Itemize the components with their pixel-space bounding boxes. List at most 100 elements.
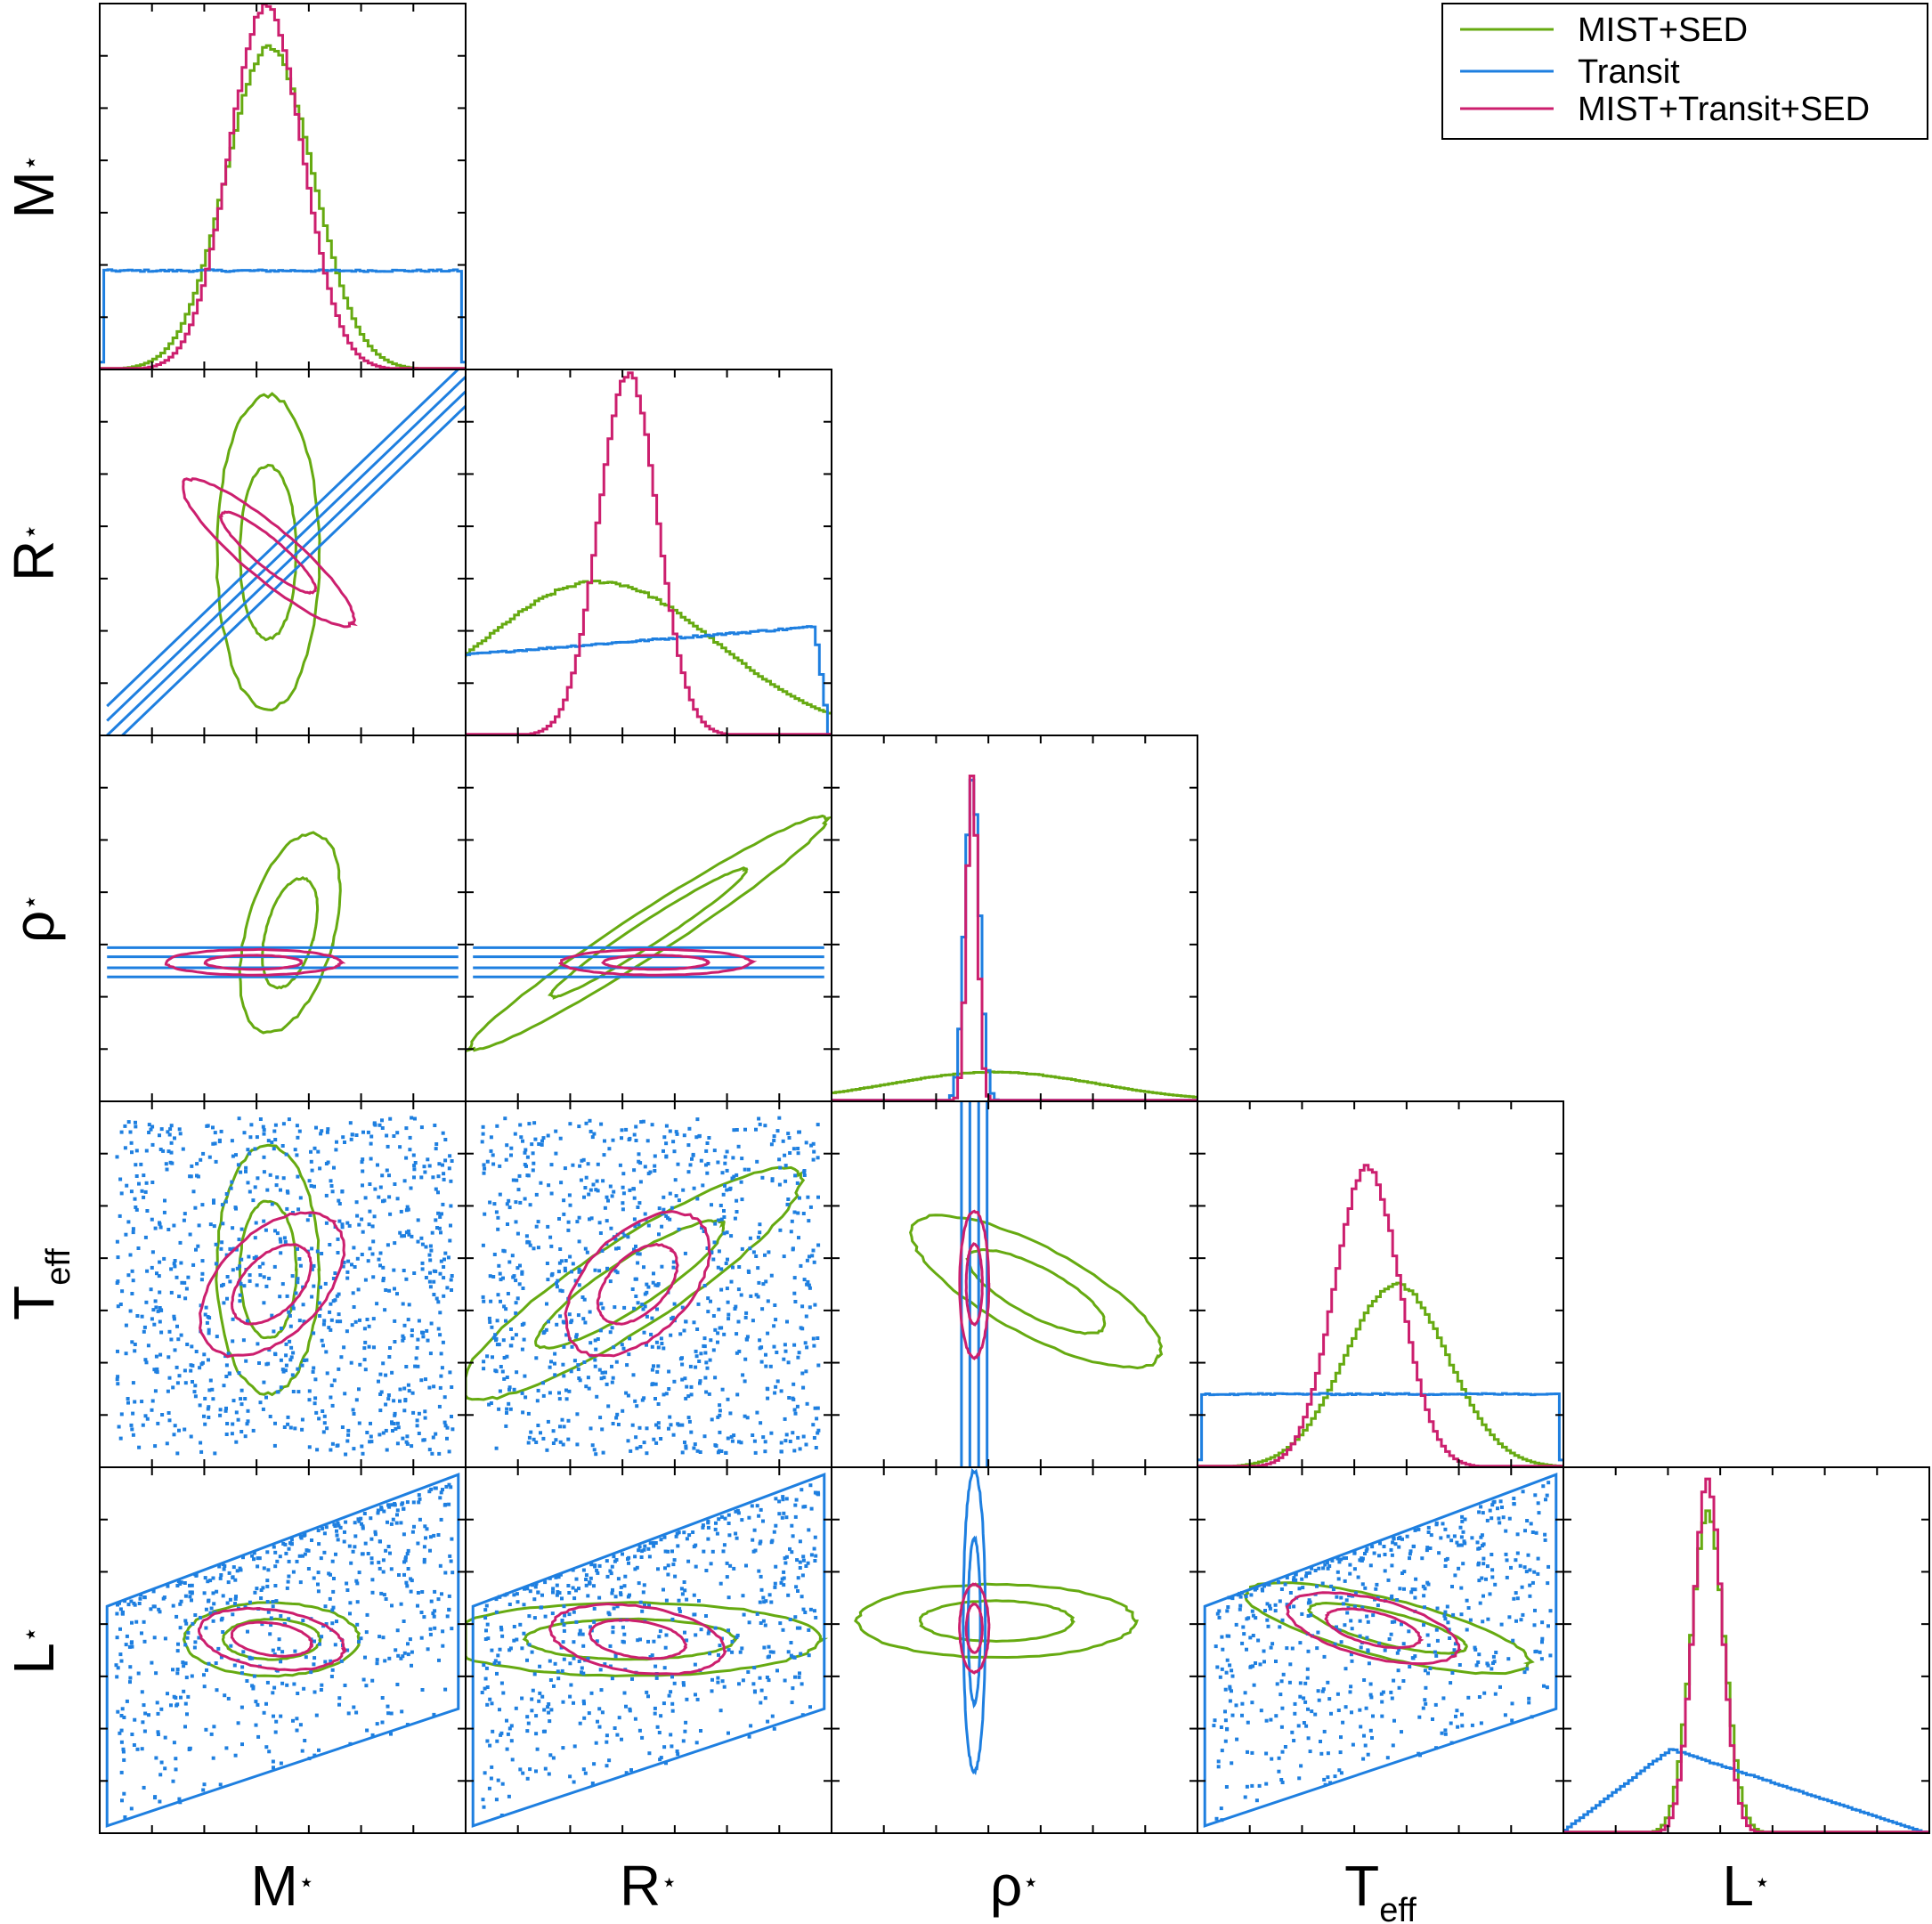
transit-point [285,1294,289,1298]
transit-point [143,1711,148,1716]
transit-point [577,1376,581,1380]
mist-transit-sed-contour-2sigma [958,1209,991,1360]
transit-point [417,1432,421,1435]
transit-point [1417,1527,1421,1531]
transit-point [172,1741,176,1745]
x-axis-label-mass: M⋆ [250,1854,314,1918]
transit-point [483,1616,488,1620]
transit-point [1288,1591,1293,1595]
transit-point [345,1588,350,1592]
transit-point [805,1401,809,1406]
transit-point [759,1421,763,1425]
transit-point [181,1147,185,1151]
transit-point [1240,1713,1244,1717]
transit-point [1505,1575,1509,1579]
transit-point [215,1335,219,1339]
transit-point [150,1124,155,1129]
transit-point [1380,1714,1384,1718]
transit-point [704,1149,709,1153]
transit-point [158,1306,162,1310]
transit-point [390,1503,394,1507]
transit-point [1528,1594,1532,1598]
transit-point [1339,1735,1343,1740]
mist-sed-contour-1sigma [1307,1601,1468,1655]
transit-point [393,1503,397,1507]
transit-point [424,1245,428,1249]
transit-point [1313,1712,1318,1717]
transit-point [441,1202,445,1206]
transit-point [313,1401,317,1406]
transit-point [169,1124,174,1128]
transit-point [323,1660,328,1664]
transit-point [1498,1521,1502,1525]
transit-point [494,1597,499,1602]
transit-point [169,1703,173,1708]
transit-point [1359,1725,1363,1729]
transit-point [525,1155,530,1159]
transit-point [1348,1563,1352,1567]
transit-point [182,1664,186,1668]
transit-point [345,1329,349,1334]
transit-point [763,1440,767,1444]
transit-point [788,1618,792,1621]
transit-point [589,1341,593,1345]
transit-point [230,1180,234,1184]
transit-point [154,1756,158,1760]
transit-point [121,1747,126,1751]
transit-point [1223,1687,1228,1692]
transit-point [1402,1570,1407,1574]
transit-point [632,1132,637,1137]
transit-point [579,1269,583,1273]
transit-point [663,1566,667,1571]
transit-point [766,1719,770,1724]
transit-point [532,1597,537,1602]
transit-point [586,1162,590,1166]
transit-point [239,1671,244,1676]
transit-point [406,1548,410,1553]
transit-point [672,1681,677,1685]
transit-point [806,1195,810,1199]
transit-point [611,1630,615,1635]
transit-point [489,1299,493,1303]
transit-point [215,1589,219,1594]
transit-point [428,1244,433,1248]
transit-point [653,1541,658,1545]
transit-point [1277,1579,1280,1584]
transit-point [260,1622,264,1627]
transit-point [1480,1533,1484,1538]
transit-point [506,1292,510,1295]
transit-point [131,1433,135,1437]
transit-point [1280,1618,1285,1622]
transit-point [705,1366,710,1370]
mist-transit-sed-contour-1sigma [596,1242,679,1326]
transit-point [199,1278,204,1282]
transit-point [120,1707,125,1711]
transit-point [562,1623,566,1628]
transit-point [250,1554,255,1558]
transit-point [218,1408,223,1412]
transit-point [382,1509,386,1514]
transit-point [264,1228,268,1232]
transit-point [694,1633,698,1637]
transit-point [286,1579,290,1584]
transit-point [431,1611,435,1616]
transit-point [539,1605,543,1610]
transit-point [801,1558,806,1563]
transit-point [245,1422,249,1426]
transit-point [386,1520,389,1524]
transit-point [316,1149,321,1154]
transit-point [662,1195,666,1199]
transit-point [781,1628,785,1632]
transit-point [345,1648,350,1652]
panel-mass-radius [99,369,467,736]
transit-point [432,1533,436,1538]
transit-point [737,1440,741,1444]
transit-point [480,1140,484,1144]
transit-point [605,1382,609,1386]
transit-point [419,1125,424,1130]
transit-point [261,1586,265,1590]
transit-point [592,1448,597,1452]
transit-point [188,1595,192,1599]
transit-point [657,1232,661,1237]
transit-point [427,1164,432,1168]
